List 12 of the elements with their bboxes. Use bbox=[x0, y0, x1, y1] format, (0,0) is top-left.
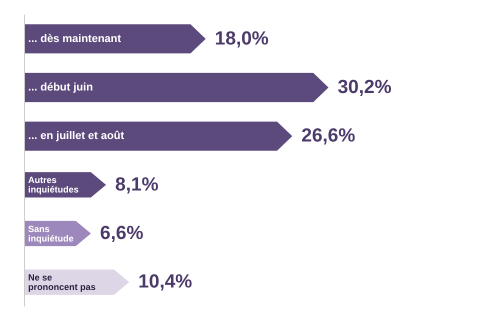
data-label: 8,1% bbox=[115, 174, 159, 196]
data-label: 6,6% bbox=[100, 223, 144, 244]
y-tick-label: ... début juin bbox=[28, 82, 94, 94]
y-tick-label: Sans inquiétude bbox=[28, 224, 74, 244]
data-label: 30,2% bbox=[338, 77, 392, 98]
data-label: 26,6% bbox=[301, 126, 356, 147]
y-tick-label: ... dès maintenant bbox=[28, 32, 122, 45]
data-label: 18,0% bbox=[214, 28, 269, 50]
y-tick-label: Ne se prononcent pas bbox=[28, 272, 96, 292]
y-tick-label: Autres inquiétudes bbox=[28, 175, 79, 195]
y-tick-label: ... en juillet et août bbox=[28, 130, 124, 142]
data-label: 10,4% bbox=[138, 272, 192, 293]
